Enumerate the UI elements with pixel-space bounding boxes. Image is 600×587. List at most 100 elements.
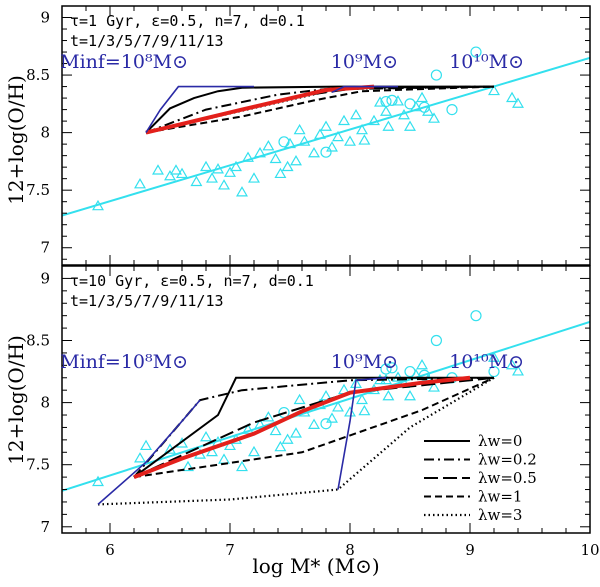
legend: λw=0λw=0.2λw=0.5λw=1λw=3 [424,432,537,524]
triangle-point [274,440,287,452]
plot-area [62,46,590,217]
triangle-point [269,152,282,164]
triangle-point [488,84,500,96]
triangle-point [92,475,104,487]
mass-label: Minf=10⁸M⊙ [60,51,188,73]
circle-point [418,369,430,381]
triangle-point [206,172,218,183]
circle-point [320,146,332,158]
circle-point [320,418,332,430]
triangle-point [242,151,254,162]
params-line-1: τ=1 Gyr, ε=0.5, n=7, d=0.1 [70,12,305,30]
triangle-point [382,389,395,401]
triangle-point [404,120,416,131]
triangle-point [224,439,236,451]
triangle-point [134,178,146,189]
triangle-point [338,114,350,126]
triangle-point [206,445,218,457]
y-tick-label: 7.5 [26,181,50,199]
circle-point [404,365,416,378]
triangle-point [212,163,224,174]
circle-point [470,310,482,322]
y-axis-title-bottom: 12+log(O/H) [4,335,28,465]
triangle-point [428,381,440,392]
circle-point [278,136,290,148]
triangle-point [314,128,326,139]
circle-point [380,95,392,108]
triangle-point [344,135,356,146]
params-line-2: t=1/3/5/7/9/11/13 [70,32,224,50]
triangle-point [218,179,230,190]
envelope-line [337,377,387,490]
y-tick-label: 7 [40,518,50,536]
envelope-line [97,399,201,506]
triangle-point [164,169,176,181]
triangle-point [290,154,302,166]
triangle-point [236,460,248,472]
legend-label: λw=0.2 [478,451,537,469]
x-tick-label: 9 [465,541,475,559]
circle-point [386,362,398,374]
triangle-point [262,411,275,422]
series-line-dash [133,376,495,479]
mass-label: Minf=10⁸M⊙ [60,351,188,373]
triangle-point [382,120,395,131]
triangle-point [308,418,320,429]
triangle-point [218,453,230,464]
series-line-dashdot [145,85,495,134]
triangle-point [236,186,248,197]
triangle-point [358,134,371,145]
triangle-point [374,96,386,107]
triangle-point [248,445,260,457]
triangle-point [350,377,362,388]
triangle-point [332,401,344,412]
circle-point [430,69,442,81]
triangle-point [290,427,302,438]
x-tick-label: 7 [225,541,235,559]
triangle-point [392,95,404,106]
triangle-point [281,433,294,444]
fit-line [62,320,590,492]
series-line-longdash [145,85,495,134]
y-tick-label: 9 [40,9,50,27]
envelope-line [331,85,398,94]
mass-label: 10¹⁰M⊙ [449,51,524,73]
triangle-point [368,114,380,126]
triangle-point [506,91,518,103]
triangle-point [356,393,368,405]
legend-label: λw=3 [478,506,522,524]
triangle-point [326,412,338,423]
triangle-point [224,166,236,177]
triangle-point [248,172,260,183]
y-tick-label: 8.5 [26,66,50,84]
triangle-point [416,91,428,103]
circle-point [380,363,392,375]
triangle-point [200,160,212,172]
legend-label: λw=1 [478,488,522,506]
triangle-point [332,130,344,142]
triangle-point [512,97,524,108]
y-tick-label: 8 [40,394,50,412]
triangle-point [350,108,362,120]
series-line-solid [145,85,494,134]
x-tick-label: 10 [580,541,599,559]
triangle-point [176,167,188,179]
circle-point [404,98,416,110]
circle-point [488,365,500,378]
triangle-point [254,146,266,158]
circle-point [418,101,430,113]
y-tick-label: 9 [40,269,50,287]
triangle-point [281,160,294,172]
triangle-point [274,167,287,179]
series-line-dash [145,85,495,134]
fit-line [62,56,590,217]
highlight-line [145,84,375,135]
x-tick-label: 6 [105,541,115,559]
triangle-point [356,123,368,135]
circle-point [446,103,458,116]
triangle-point [422,105,434,116]
legend-label: λw=0.5 [478,469,537,487]
triangle-point [308,146,320,158]
mass-label: 10¹⁰M⊙ [449,351,524,373]
